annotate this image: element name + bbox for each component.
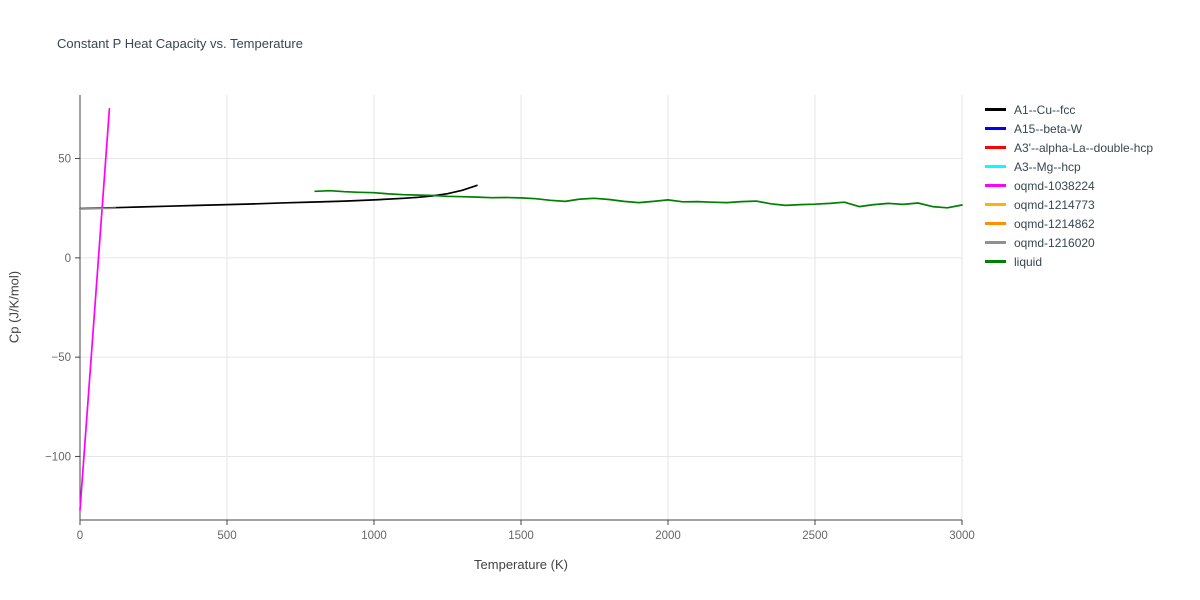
legend-item: A3--Mg--hcp — [985, 157, 1153, 176]
x-tick-label: 1500 — [508, 530, 534, 542]
legend-swatch — [985, 260, 1006, 263]
y-tick-label: −100 — [45, 451, 71, 463]
legend-item: liquid — [985, 252, 1153, 271]
legend-item: oqmd-1216020 — [985, 233, 1153, 252]
legend-swatch — [985, 127, 1006, 130]
legend-swatch — [985, 184, 1006, 187]
y-axis-label: Cp (J/K/mol) — [6, 270, 22, 344]
x-tick-label: 500 — [217, 530, 236, 542]
y-tick-label: 50 — [58, 154, 71, 166]
series-line-oqmd-1038224 — [79, 108, 111, 511]
legend-item: oqmd-1214862 — [985, 214, 1153, 233]
series-line-liquid — [314, 189, 963, 209]
legend-swatch — [985, 241, 1006, 244]
legend-label: oqmd-1216020 — [1014, 235, 1095, 250]
legend-swatch — [985, 222, 1006, 225]
legend: A1--Cu--fcc A15--beta-W A3'--alpha-La--dou… — [985, 100, 1153, 271]
legend-item: A15--beta-W — [985, 119, 1153, 138]
legend-label: A3'--alpha-La--double-hcp — [1014, 140, 1154, 155]
legend-swatch — [985, 146, 1006, 149]
legend-item: A1--Cu--fcc — [985, 100, 1153, 119]
x-tick-label: 3000 — [949, 530, 975, 542]
series-line-A1--Cu--fcc — [79, 184, 478, 210]
legend-label: liquid — [1014, 254, 1043, 269]
x-tick-label: 0 — [77, 530, 83, 542]
legend-label: oqmd-1214862 — [1014, 216, 1095, 231]
y-tick-label: 0 — [65, 253, 71, 265]
legend-item: oqmd-1038224 — [985, 176, 1153, 195]
x-tick-label: 1000 — [361, 530, 387, 542]
legend-swatch — [985, 108, 1006, 111]
legend-swatch — [985, 165, 1006, 168]
legend-label: A15--beta-W — [1014, 121, 1083, 136]
chart-title: Constant P Heat Capacity vs. Temperature — [57, 36, 303, 51]
x-tick-label: 2500 — [802, 530, 828, 542]
series-line-oqmd-1216020 — [79, 207, 117, 210]
legend-label: A1--Cu--fcc — [1014, 102, 1076, 117]
legend-label: A3--Mg--hcp — [1014, 159, 1081, 174]
x-tick-label: 2000 — [655, 530, 681, 542]
legend-label: oqmd-1038224 — [1014, 178, 1095, 193]
x-axis-label: Temperature (K) — [474, 557, 568, 572]
legend-item: oqmd-1214773 — [985, 195, 1153, 214]
legend-item: A3'--alpha-La--double-hcp — [985, 138, 1153, 157]
y-tick-label: −50 — [51, 352, 71, 364]
legend-label: oqmd-1214773 — [1014, 197, 1095, 212]
legend-swatch — [985, 203, 1006, 206]
